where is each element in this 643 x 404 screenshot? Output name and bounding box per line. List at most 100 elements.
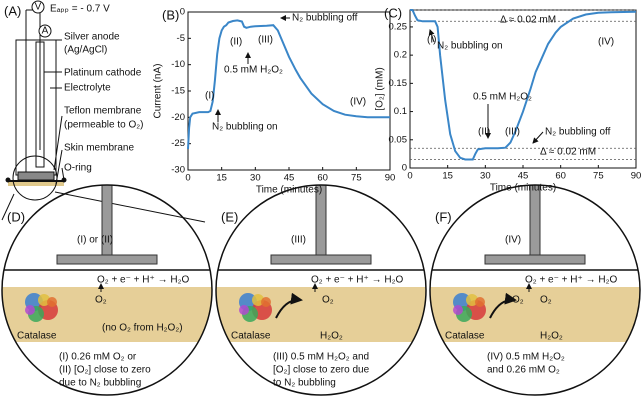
x-tick-label: 30: [250, 173, 261, 184]
label: Platinum cathode: [64, 68, 142, 79]
zoom-circle: [1, 184, 213, 396]
annotation: Δ ≈ 0.02 mM: [500, 15, 556, 26]
annotation: (III): [258, 35, 273, 46]
electrode-tip: [56, 254, 158, 265]
label: Electrolyte: [64, 83, 111, 94]
annotation: (III): [505, 127, 520, 138]
voltmeter-label: V: [35, 2, 42, 13]
panel-label: (E): [221, 209, 238, 224]
zoom-panels: (D) (I) or (II) O₂ + e⁻ + H⁺ → H₂O Catalase…: [1, 184, 641, 396]
panel-label: (F): [435, 209, 452, 224]
note: (no O₂ from H₂O₂): [102, 323, 183, 334]
species: O₂: [540, 295, 552, 306]
catalase-blob: [466, 294, 478, 306]
y-tick-label: 0.25: [389, 21, 408, 32]
caption: due to N₂ bubbling: [59, 378, 141, 389]
annotation: N₂ bubbling off: [545, 127, 611, 138]
enzyme-label: Catalase: [445, 331, 485, 342]
caption: and 0.26 mM O₂: [487, 365, 560, 376]
plot-frame: [187, 11, 391, 171]
x-tick-label: 75: [593, 171, 604, 182]
x-tick-label: 45: [518, 171, 529, 182]
caption: to N₂ bubbling: [273, 378, 336, 389]
y-tick-label: 0: [180, 7, 185, 18]
x-axis-label: Time (minutes): [490, 183, 556, 194]
enzyme-label: Catalase: [17, 331, 57, 342]
catalase-blob: [261, 297, 271, 307]
y-tick-label: -15: [171, 86, 185, 97]
x-tick-label: 15: [216, 173, 227, 184]
zoom-panel: (F) (IV) O₂ + e⁻ + H⁺ → H₂O Catalase O₂ O₂ H₂O…: [429, 184, 641, 396]
label: Teflon membrane: [64, 106, 142, 117]
zoom-panel: (E) (III) O₂ + e⁻ + H⁺ → H₂O Catalase O₂ H₂O₂…: [215, 184, 427, 396]
annotation: (IV): [598, 37, 614, 48]
catalase-arrow: [489, 292, 517, 319]
data-line: [410, 9, 637, 161]
panel-label: (D): [7, 209, 25, 224]
y-tick-label: -30: [171, 165, 185, 176]
panel-label: (A): [4, 3, 21, 18]
panel-label: (B): [162, 7, 179, 22]
y-tick-label: 0.15: [389, 78, 408, 89]
annotation: N₂ bubbling on: [212, 122, 278, 133]
y-tick-label: -5: [177, 33, 185, 44]
label: O-ring: [64, 163, 92, 174]
y-tick-label: 0.1: [394, 106, 407, 117]
annotation: 0.5 mM H₂O₂: [224, 65, 283, 76]
x-tick-label: 0: [407, 171, 412, 182]
potential: Eₐₚₚ = - 0.7 V: [50, 4, 110, 15]
panel-label: (C): [384, 5, 402, 20]
annotation: 0.5 mM H₂O₂: [473, 92, 532, 103]
species: O₂: [95, 295, 107, 306]
catalase-blob: [252, 294, 264, 306]
annotation: Δ ≈ 0.02 mM: [540, 147, 596, 158]
catalase-blob: [38, 294, 50, 306]
x-tick-label: 75: [351, 173, 362, 184]
catalase-blob: [475, 297, 485, 307]
ammeter-label: A: [42, 26, 49, 37]
data-line: [187, 19, 390, 149]
annotation: (II): [230, 37, 242, 48]
state-label: (I) or (II): [77, 235, 113, 246]
voltmeter: [31, 0, 45, 14]
catalase-blob: [453, 305, 463, 315]
x-tick-label: 45: [284, 173, 295, 184]
species: H₂O₂: [540, 331, 563, 342]
annotation: (I): [205, 91, 214, 102]
state-label: (III): [291, 235, 306, 246]
ammeter: [38, 24, 52, 38]
reaction: O₂ + e⁻ + H⁺ → H₂O: [525, 275, 617, 286]
reaction: O₂ + e⁻ + H⁺ → H₂O: [311, 275, 403, 286]
label: Skin membrane: [64, 143, 134, 154]
catalase-blob: [25, 305, 35, 315]
x-tick-label: 30: [480, 171, 491, 182]
x-tick-label: 0: [185, 173, 190, 184]
caption: (III) 0.5 mM H₂O₂ and: [273, 352, 369, 363]
y-axis-label: Current (nA): [153, 63, 164, 118]
y-tick-label: 0: [402, 163, 407, 174]
arrow: [532, 131, 544, 144]
caption: (II) [O₂] close to zero: [59, 365, 151, 376]
x-axis-label: Time (minutes): [256, 185, 322, 196]
arrow: [428, 29, 435, 43]
panel-a: (A) V Eₐₚₚ = - 0.7 V A Silver anode (Ag/…: [1, 0, 206, 223]
catalase-arrow: [275, 292, 303, 319]
state-label: (IV): [505, 235, 521, 246]
annotation: (I): [427, 35, 436, 46]
electrode-tip: [270, 254, 372, 265]
annotation: (II): [478, 127, 490, 138]
label: (Ag/AgCl): [64, 45, 107, 56]
reaction: O₂ + e⁻ + H⁺ → H₂O: [97, 275, 189, 286]
electrode-tip: [484, 254, 586, 265]
x-tick-label: 90: [631, 171, 642, 182]
x-tick-label: 60: [317, 173, 328, 184]
y-axis-label: [O₂] (mM): [375, 67, 386, 110]
y-tick-label: -10: [171, 59, 185, 70]
zoom-circle: [215, 184, 427, 396]
zoom-circle: [429, 184, 641, 396]
species: H₂O₂: [320, 331, 343, 342]
y-tick-label: -20: [171, 112, 185, 123]
zoom-panel: (D) (I) or (II) O₂ + e⁻ + H⁺ → H₂O Catalase…: [1, 184, 213, 396]
